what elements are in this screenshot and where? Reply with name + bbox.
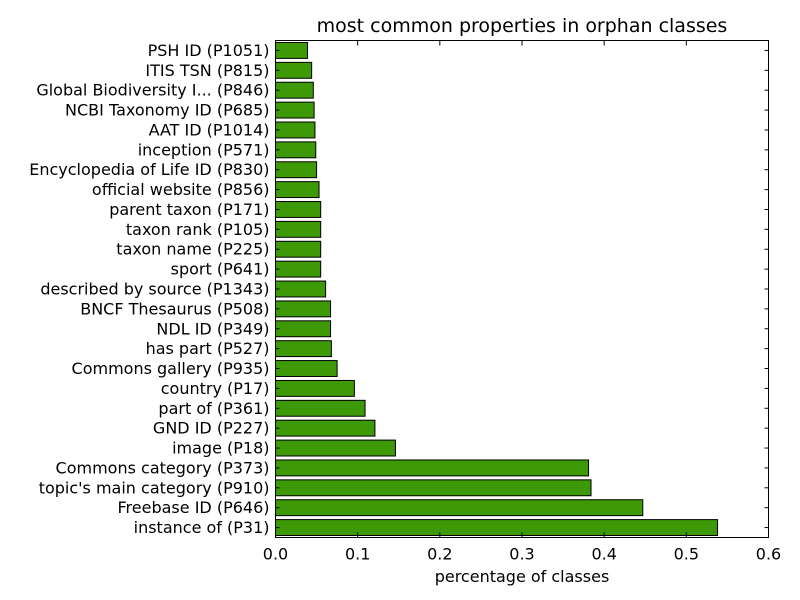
x-axis-title: percentage of classes <box>435 567 610 586</box>
bar <box>275 201 322 218</box>
category-label: Commons gallery (P935) <box>72 359 270 378</box>
category-label: BNCF Thesaurus (P508) <box>80 299 269 318</box>
bars-group <box>275 41 719 537</box>
bar <box>275 459 590 477</box>
bar <box>275 360 338 377</box>
bar <box>275 81 314 99</box>
bar <box>275 61 313 79</box>
x-tick-label: 0.6 <box>756 545 781 564</box>
bar <box>275 300 332 318</box>
category-label: Global Biodiversity I... (P846) <box>36 81 269 100</box>
x-tick-label: 0.3 <box>509 545 534 564</box>
category-label: instance of (P31) <box>134 518 270 537</box>
bar <box>275 479 592 497</box>
bar <box>275 41 309 59</box>
bar <box>275 161 318 179</box>
bar <box>275 519 719 537</box>
category-label: described by source (P1343) <box>40 280 269 299</box>
category-label: NDL ID (P349) <box>156 319 269 338</box>
bar <box>275 419 376 437</box>
category-label: NCBI Taxonomy ID (P685) <box>65 101 269 120</box>
bar <box>275 399 366 417</box>
bar <box>275 181 320 199</box>
bar <box>275 320 332 338</box>
bar <box>275 280 327 298</box>
x-tick-label: 0.1 <box>345 545 370 564</box>
bar <box>275 340 332 358</box>
category-label: official website (P856) <box>92 180 270 199</box>
bar <box>275 121 316 139</box>
bar <box>275 260 322 278</box>
category-label: ITIS TSN (P815) <box>145 61 269 80</box>
category-label: GND ID (P227) <box>153 419 270 438</box>
bar <box>275 220 322 238</box>
category-label: inception (P571) <box>138 140 270 159</box>
category-label: taxon name (P225) <box>116 240 269 259</box>
category-label: part of (P361) <box>158 399 269 418</box>
category-label: taxon rank (P105) <box>126 220 270 239</box>
category-label: country (P17) <box>161 379 270 398</box>
x-tick-label: 0.2 <box>427 545 452 564</box>
category-label: Encyclopedia of Life ID (P830) <box>29 160 269 179</box>
bar <box>275 499 644 517</box>
bar <box>275 240 322 258</box>
chart-title: most common properties in orphan classes <box>317 15 728 37</box>
y-ticks <box>275 49 769 529</box>
category-label: AAT ID (P1014) <box>149 120 270 139</box>
x-tick-label: 0.5 <box>674 545 699 564</box>
x-ticks: 0.0 0.1 0.2 0.3 0.4 0.5 0.6 <box>263 40 781 564</box>
bar <box>275 141 317 159</box>
category-label: topic's main category (P910) <box>39 478 270 497</box>
category-labels: instance of (P31)Freebase ID (P646)topic… <box>29 41 269 537</box>
bar <box>275 101 315 119</box>
bar <box>275 439 396 457</box>
plot-frame <box>275 40 769 538</box>
x-tick-label: 0.4 <box>591 545 616 564</box>
category-label: image (P18) <box>172 439 269 458</box>
category-label: sport (P641) <box>171 260 270 279</box>
category-label: PSH ID (P1051) <box>148 41 270 60</box>
category-label: parent taxon (P171) <box>109 200 269 219</box>
bar <box>275 379 355 397</box>
category-label: Commons category (P373) <box>56 458 270 477</box>
x-tick-label: 0.0 <box>263 545 288 564</box>
category-label: has part (P527) <box>146 339 270 358</box>
category-label: Freebase ID (P646) <box>118 498 270 517</box>
